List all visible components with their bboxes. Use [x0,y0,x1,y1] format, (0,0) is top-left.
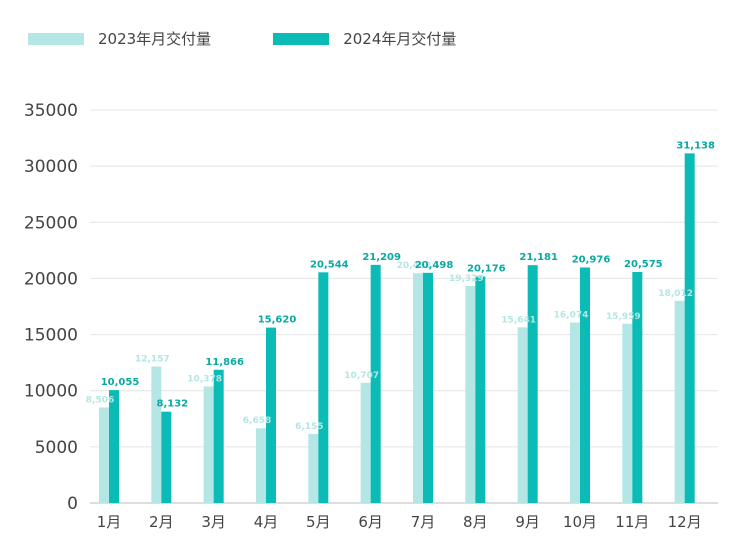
data-label-2023: 19,329 [449,274,484,284]
y-tick-label: 10000 [24,382,78,402]
data-label-2023: 10,707 [344,371,379,381]
data-label-2023: 18,012 [658,289,693,299]
bar-2023 [203,386,214,503]
x-tick-label: 9月 [515,513,540,531]
legend-item-2023: 2023年月交付量 [28,28,211,49]
bar-2024 [684,153,695,503]
bar-2024 [266,327,276,503]
bar-2024 [318,272,329,503]
x-tick-label: 8月 [463,513,488,531]
y-tick-label: 5000 [35,438,78,458]
data-label-2024: 20,544 [310,259,349,270]
bar-2023 [99,407,109,503]
data-label-2023: 20,462 [397,261,432,271]
data-label-2023: 10,378 [187,374,222,384]
bar-2024 [527,265,538,503]
legend-label-2023: 2023年月交付量 [98,30,212,48]
x-tick-label: 1月 [97,513,122,531]
bar-2023 [622,323,633,503]
y-tick-label: 25000 [24,213,78,233]
data-label-2024: 20,176 [467,263,506,274]
data-label-2023: 6,658 [243,416,271,426]
bar-2023 [674,300,685,503]
x-tick-label: 6月 [358,513,383,531]
data-label-2023: 16,074 [554,311,589,321]
legend: 2023年月交付量 2024年月交付量 [28,28,518,49]
bar-2024 [423,272,433,503]
x-tick-label: 2月 [149,513,174,531]
bar-2024 [109,390,119,503]
x-tick-label: 7月 [411,513,436,531]
data-label-2023: 8,506 [86,395,114,405]
data-label-2024: 21,181 [519,252,558,263]
data-label-2024: 20,575 [624,259,663,270]
data-label-2023: 12,157 [135,354,170,364]
data-label-2024: 15,620 [258,315,297,326]
bar-2023 [570,322,580,503]
data-label-2024: 8,132 [157,399,189,410]
y-tick-label: 30000 [24,157,78,177]
legend-swatch-2024 [273,32,330,45]
y-tick-label: 20000 [24,269,78,289]
data-label-2024: 21,209 [362,252,401,263]
bar-2024 [632,271,643,503]
bar-2023 [151,366,162,503]
x-tick-label: 3月 [201,513,226,531]
data-label-2023: 6,155 [295,422,323,432]
legend-label-2024: 2024年月交付量 [343,30,457,48]
bar-2024 [580,267,590,503]
legend-item-2024: 2024年月交付量 [273,28,456,49]
x-tick-label: 10月 [563,513,597,531]
bar-2024 [161,411,172,503]
data-label-2023: 15,959 [606,312,641,322]
y-tick-label: 35000 [24,101,78,121]
bar-2024 [370,264,381,503]
y-tick-label: 0 [67,494,78,514]
bar-2023 [517,327,528,503]
bar-2023 [413,273,423,503]
data-label-2024: 10,055 [101,377,140,388]
data-label-2024: 20,498 [415,260,454,271]
x-tick-label: 4月 [254,513,279,531]
data-label-2024: 20,976 [572,254,611,265]
bar-2023 [256,428,266,503]
x-tick-label: 5月 [306,513,331,531]
x-tick-label: 11月 [615,513,649,531]
x-tick-label: 12月 [668,513,702,531]
bar-2024 [475,276,486,503]
legend-swatch-2023 [28,32,84,45]
data-label-2024: 31,138 [676,140,715,151]
bar-2023 [360,382,371,503]
bar-2023 [308,433,319,503]
bar-2024 [213,369,224,503]
data-label-2023: 15,641 [501,315,536,325]
data-label-2024: 11,866 [205,357,244,368]
y-tick-label: 15000 [24,326,78,346]
bar-2023 [465,285,476,503]
